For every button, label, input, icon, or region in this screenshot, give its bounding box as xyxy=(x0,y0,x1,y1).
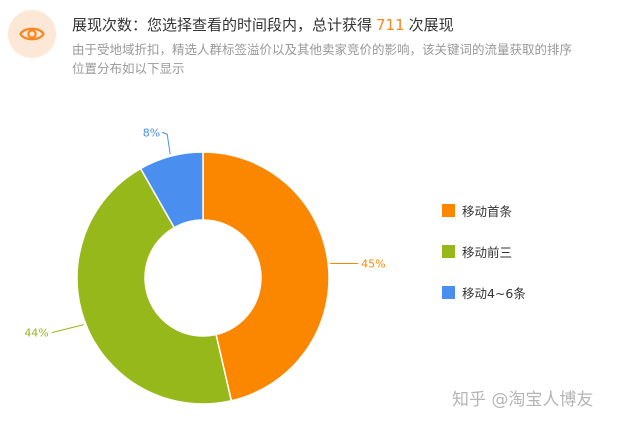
legend-item-移动前三[interactable]: 移动前三 xyxy=(442,241,582,261)
description: 由于受地域折扣，精选人群标签溢价以及其他卖家竞价的影响，该关键词的流量获取的排序… xyxy=(72,40,620,78)
legend-swatch xyxy=(442,203,455,217)
title-suffix: 次展现 xyxy=(408,16,454,34)
leader-line-移动4~6条 xyxy=(162,131,171,155)
slice-移动前三 xyxy=(76,167,233,405)
data-label-移动前三: 44% xyxy=(24,327,48,340)
page-title: 展现次数：您选择查看的时间段内，总计获得 711 次展现 xyxy=(72,14,454,35)
description-line-1: 由于受地域折扣，精选人群标签溢价以及其他卖家竞价的影响，该关键词的流量获取的排序 xyxy=(72,42,573,57)
watermark: 知乎 @淘宝人博友 xyxy=(452,390,594,410)
slice-移动4~6条 xyxy=(139,151,204,229)
chart-legend: 移动首条移动前三移动4~6条 xyxy=(442,200,582,323)
legend-label: 移动4~6条 xyxy=(462,285,526,301)
legend-item-移动首条[interactable]: 移动首条 xyxy=(442,200,582,220)
slice-移动首条 xyxy=(202,151,330,402)
legend-swatch xyxy=(442,244,455,258)
legend-label: 移动前三 xyxy=(462,244,513,260)
description-line-2: 位置分布如以下显示 xyxy=(72,61,185,76)
legend-label: 移动首条 xyxy=(462,203,513,219)
eye-badge xyxy=(8,10,56,58)
eye-icon xyxy=(19,27,45,41)
title-prefix: 展现次数：您选择查看的时间段内，总计获得 xyxy=(72,16,373,34)
data-label-移动首条: 45% xyxy=(361,258,385,271)
leader-line-移动前三 xyxy=(51,324,84,334)
legend-item-移动4~6条[interactable]: 移动4~6条 xyxy=(442,282,582,302)
impression-count: 711 xyxy=(376,16,405,34)
legend-swatch xyxy=(442,285,455,299)
data-label-移动4~6条: 8% xyxy=(143,126,160,139)
